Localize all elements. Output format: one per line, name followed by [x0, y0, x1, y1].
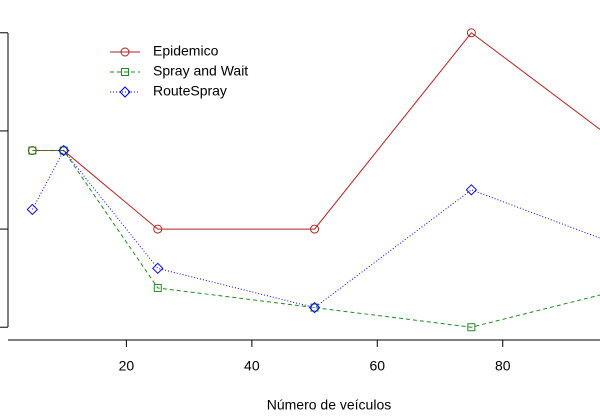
legend-label: Spray and Wait — [153, 63, 248, 79]
marker — [153, 224, 163, 234]
marker — [152, 262, 164, 275]
series-line — [32, 150, 600, 328]
marker — [59, 146, 68, 155]
marker — [28, 146, 37, 155]
marker — [121, 68, 129, 76]
x-axis-label: Número de veículos — [267, 397, 392, 413]
x-tick-label: 80 — [495, 358, 511, 374]
marker — [310, 303, 319, 312]
marker — [308, 301, 321, 314]
marker — [467, 323, 476, 332]
marker — [153, 283, 162, 292]
marker — [57, 144, 70, 157]
marker — [26, 203, 39, 216]
marker — [465, 184, 478, 196]
marker — [120, 47, 130, 57]
x-tick-label: 20 — [119, 358, 135, 374]
marker — [310, 224, 320, 234]
series-line — [31, 149, 600, 309]
marker — [119, 86, 131, 98]
legend-label: Epidemico — [153, 43, 219, 59]
x-tick-label: 40 — [244, 358, 260, 374]
series-line — [32, 32, 600, 230]
legend-label: RouteSpray — [153, 83, 227, 99]
x-tick-label: 60 — [370, 358, 386, 374]
marker — [466, 28, 476, 38]
